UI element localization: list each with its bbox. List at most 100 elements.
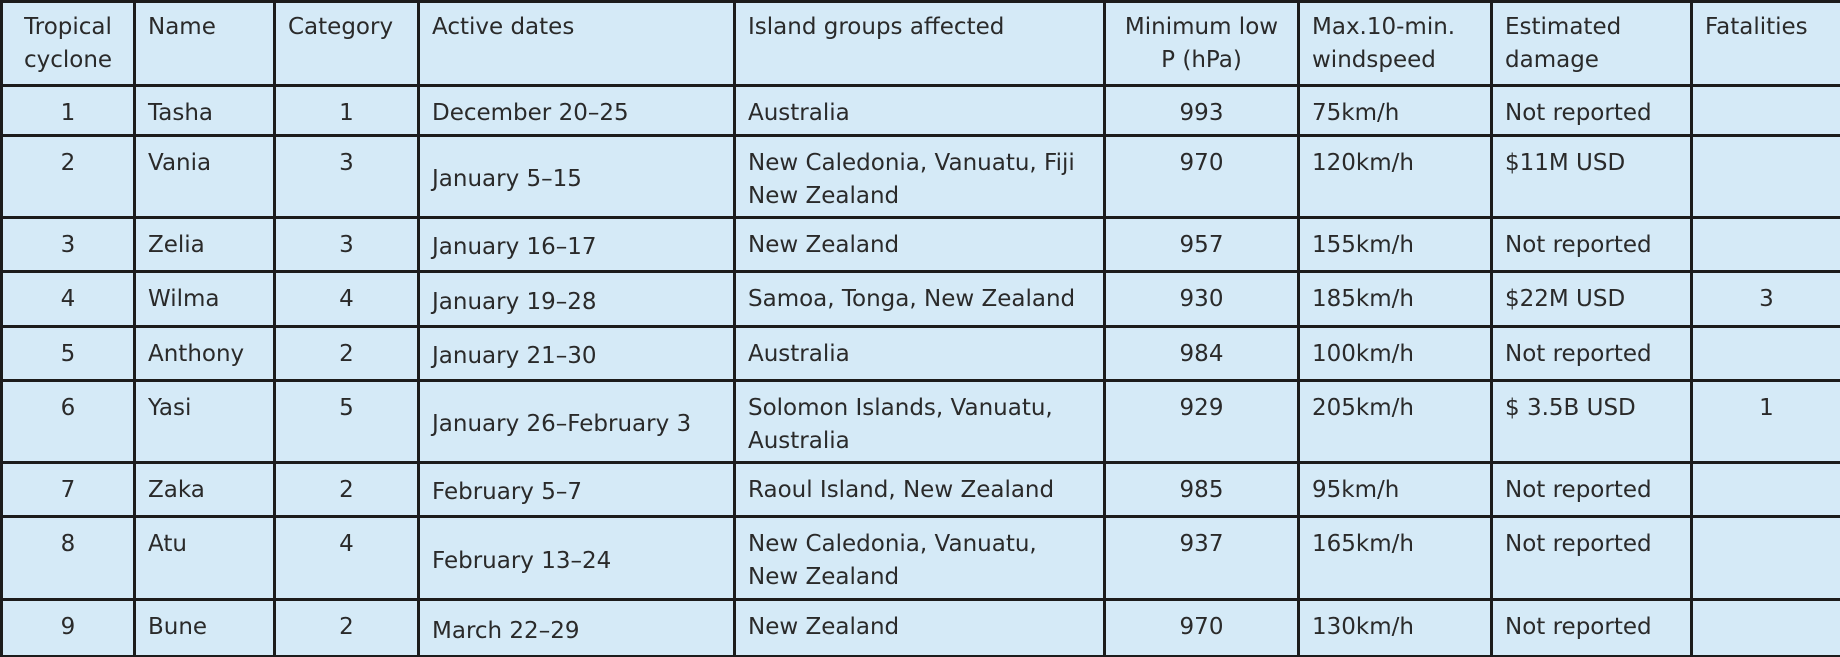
fatalities-cell — [1690, 598, 1840, 657]
fatalities-cell — [1690, 84, 1840, 137]
islands-cell: Solomon Islands, Vanuatu, Australia — [733, 379, 1106, 464]
table-row: 2 Vania 3 January 5–15 New Caledonia, Vanuat… — [0, 134, 1840, 219]
category-cell: 2 — [273, 461, 420, 518]
table-row: 9 Bune 2 March 22–29 New Zealand 970 130km/h No… — [0, 598, 1840, 657]
column-header: Name — [133, 0, 276, 87]
pressure-cell: 970 — [1103, 134, 1300, 219]
table-row: 6 Yasi 5 January 26–February 3 Solomon Islan… — [0, 379, 1840, 464]
active-dates-cell: February 5–7 — [417, 461, 736, 518]
windspeed-cell: 155km/h — [1297, 216, 1493, 273]
category-cell: 4 — [273, 270, 420, 328]
islands-cell: New Zealand — [733, 598, 1106, 657]
table-row: 3 Zelia 3 January 16–17 New Zealand 957 155km/… — [0, 216, 1840, 273]
cyclone-number-cell: 8 — [0, 515, 136, 601]
cyclone-number-cell: 7 — [0, 461, 136, 518]
column-header: Island groups affected — [733, 0, 1106, 87]
category-cell: 2 — [273, 325, 420, 382]
damage-cell: Not reported — [1490, 515, 1693, 601]
active-dates-cell: January 5–15 — [417, 134, 736, 219]
name-cell: Wilma — [133, 270, 276, 328]
column-header: Active dates — [417, 0, 736, 87]
category-cell: 5 — [273, 379, 420, 464]
islands-cell: Raoul Island, New Zealand — [733, 461, 1106, 518]
category-cell: 3 — [273, 216, 420, 273]
name-cell: Anthony — [133, 325, 276, 382]
table-row: 1 Tasha 1 December 20–25 Australia 993 75km/h N… — [0, 84, 1840, 137]
fatalities-cell — [1690, 515, 1840, 601]
cyclone-number-cell: 1 — [0, 84, 136, 137]
islands-cell: New Caledonia, Vanuatu, New Zealand — [733, 515, 1106, 601]
islands-cell: Samoa, Tonga, New Zealand — [733, 270, 1106, 328]
category-cell: 2 — [273, 598, 420, 657]
windspeed-cell: 100km/h — [1297, 325, 1493, 382]
damage-cell: $11M USD — [1490, 134, 1693, 219]
windspeed-cell: 95km/h — [1297, 461, 1493, 518]
islands-cell: New Caledonia, Vanuatu, Fiji New Zealand — [733, 134, 1106, 219]
cyclone-number-cell: 3 — [0, 216, 136, 273]
windspeed-cell: 130km/h — [1297, 598, 1493, 657]
pressure-cell: 985 — [1103, 461, 1300, 518]
windspeed-cell: 185km/h — [1297, 270, 1493, 328]
pressure-cell: 929 — [1103, 379, 1300, 464]
cyclone-number-cell: 2 — [0, 134, 136, 219]
column-header: Fatalities — [1690, 0, 1840, 87]
category-cell: 4 — [273, 515, 420, 601]
pressure-cell: 957 — [1103, 216, 1300, 273]
cyclone-number-cell: 9 — [0, 598, 136, 657]
damage-cell: Not reported — [1490, 598, 1693, 657]
table-row: 4 Wilma 4 January 19–28 Samoa, Tonga, New Ze… — [0, 270, 1840, 328]
table-row: 5 Anthony 2 January 21–30 Australia 984 100km/… — [0, 325, 1840, 382]
pressure-cell: 937 — [1103, 515, 1300, 601]
active-dates-cell: January 16–17 — [417, 216, 736, 273]
active-dates-cell: December 20–25 — [417, 84, 736, 137]
name-cell: Vania — [133, 134, 276, 219]
table-row: 7 Zaka 2 February 5–7 Raoul Island, New Zeal… — [0, 461, 1840, 518]
category-cell: 3 — [273, 134, 420, 219]
pressure-cell: 970 — [1103, 598, 1300, 657]
fatalities-cell — [1690, 216, 1840, 273]
pressure-cell: 930 — [1103, 270, 1300, 328]
fatalities-cell — [1690, 461, 1840, 518]
fatalities-cell: 1 — [1690, 379, 1840, 464]
table-row: 8 Atu 4 February 13–24 New Caledonia, Vanuat… — [0, 515, 1840, 601]
cyclone-number-cell: 4 — [0, 270, 136, 328]
name-cell: Yasi — [133, 379, 276, 464]
name-cell: Zelia — [133, 216, 276, 273]
header-row: Tropical cyclone Name Category Active dates… — [0, 0, 1840, 87]
islands-cell: Australia — [733, 84, 1106, 137]
fatalities-cell: 3 — [1690, 270, 1840, 328]
name-cell: Atu — [133, 515, 276, 601]
damage-cell: Not reported — [1490, 216, 1693, 273]
active-dates-cell: January 26–February 3 — [417, 379, 736, 464]
islands-cell: New Zealand — [733, 216, 1106, 273]
name-cell: Bune — [133, 598, 276, 657]
windspeed-cell: 75km/h — [1297, 84, 1493, 137]
column-header: Estimated damage — [1490, 0, 1693, 87]
active-dates-cell: March 22–29 — [417, 598, 736, 657]
active-dates-cell: January 21–30 — [417, 325, 736, 382]
windspeed-cell: 205km/h — [1297, 379, 1493, 464]
active-dates-cell: February 13–24 — [417, 515, 736, 601]
column-header: Tropical cyclone — [0, 0, 136, 87]
column-header: Category — [273, 0, 420, 87]
windspeed-cell: 165km/h — [1297, 515, 1493, 601]
column-header: Max.10-min. windspeed — [1297, 0, 1493, 87]
fatalities-cell — [1690, 325, 1840, 382]
name-cell: Zaka — [133, 461, 276, 518]
table-body: 1 Tasha 1 December 20–25 Australia 993 75km/h N… — [0, 84, 1840, 657]
damage-cell: $ 3.5B USD — [1490, 379, 1693, 464]
pressure-cell: 993 — [1103, 84, 1300, 137]
damage-cell: Not reported — [1490, 461, 1693, 518]
category-cell: 1 — [273, 84, 420, 137]
islands-cell: Australia — [733, 325, 1106, 382]
cyclone-number-cell: 6 — [0, 379, 136, 464]
name-cell: Tasha — [133, 84, 276, 137]
pressure-cell: 984 — [1103, 325, 1300, 382]
fatalities-cell — [1690, 134, 1840, 219]
cyclone-number-cell: 5 — [0, 325, 136, 382]
damage-cell: Not reported — [1490, 84, 1693, 137]
damage-cell: $22M USD — [1490, 270, 1693, 328]
windspeed-cell: 120km/h — [1297, 134, 1493, 219]
